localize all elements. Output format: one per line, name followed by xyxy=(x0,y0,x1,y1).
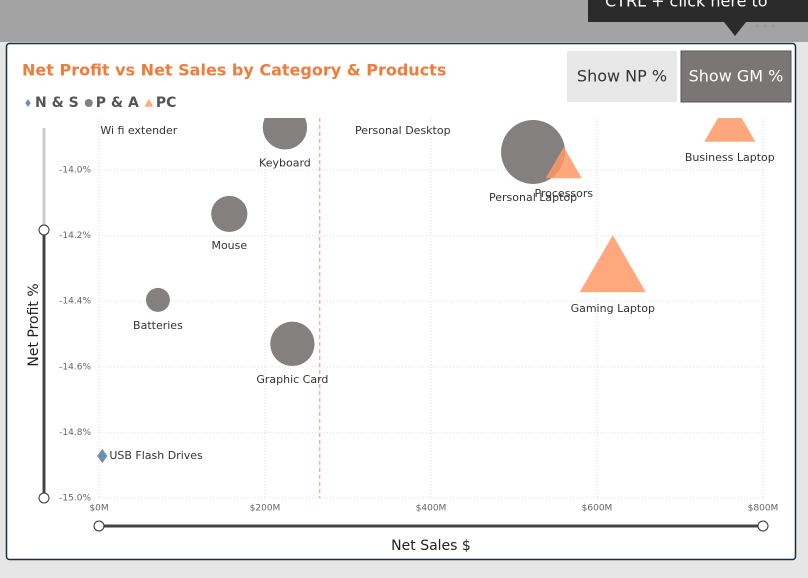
point xyxy=(270,321,315,367)
legend-label: PC xyxy=(156,95,177,111)
point xyxy=(501,119,566,184)
legend-marker xyxy=(25,99,31,107)
chart-title: Net Profit vs Net Sales by Category & Pr… xyxy=(22,61,446,80)
data-label: Keyboard xyxy=(259,157,311,170)
slider-handle[interactable] xyxy=(38,492,50,504)
legend-marker xyxy=(144,99,154,107)
y-axis-title: Net Profit % xyxy=(26,283,42,366)
point xyxy=(262,118,308,150)
data-label: USB Flash Drives xyxy=(109,449,203,462)
data-label: Graphic Card xyxy=(256,373,328,386)
tooltip-text: CTRL + click here to xyxy=(605,0,768,11)
plot-area xyxy=(97,118,756,464)
legend-label: P & A xyxy=(96,95,139,111)
point xyxy=(211,195,248,233)
x-tick-label: $600M xyxy=(582,504,613,514)
visual-card xyxy=(5,42,797,561)
y-tick-label: -15.0% xyxy=(59,494,91,504)
x-tick-label: $200M xyxy=(250,504,281,514)
data-label: Gaming Laptop xyxy=(571,302,655,315)
y-tick-label: -14.2% xyxy=(59,231,91,241)
point xyxy=(704,118,756,142)
data-label: Mouse xyxy=(211,239,247,252)
data-label: Personal Desktop xyxy=(355,124,451,137)
x-tick-label: $800M xyxy=(748,504,779,514)
point xyxy=(579,235,646,293)
y-tick-label: -14.0% xyxy=(59,166,91,176)
button-label[interactable]: Show GM % xyxy=(689,67,784,86)
button[interactable] xyxy=(567,51,677,102)
point xyxy=(97,448,108,464)
tooltip xyxy=(588,0,808,22)
y-tick-label: -14.4% xyxy=(59,297,91,307)
point xyxy=(545,147,582,179)
x-tick-label: $400M xyxy=(416,504,447,514)
slider-handle[interactable] xyxy=(93,520,105,532)
point xyxy=(145,287,170,312)
slider-handle[interactable] xyxy=(757,520,769,532)
y-tick-label: -14.6% xyxy=(59,362,91,372)
slider-handle[interactable] xyxy=(38,224,50,236)
legend-label: N & S xyxy=(35,95,79,111)
data-label: Processors xyxy=(534,187,593,200)
data-label: Batteries xyxy=(133,319,183,332)
data-label: Wi fi extender xyxy=(100,124,177,137)
data-label: Personal Laptop xyxy=(489,191,577,204)
legend-marker xyxy=(84,99,93,107)
data-label: Business Laptop xyxy=(685,151,775,164)
button-label[interactable]: Show NP % xyxy=(577,67,667,86)
more-options[interactable] xyxy=(755,24,775,28)
x-tick-label: $0M xyxy=(89,504,108,514)
y-tick-label: -14.8% xyxy=(59,428,91,438)
button[interactable] xyxy=(680,50,792,103)
tooltip-pointer xyxy=(724,22,746,36)
x-axis-title: Net Sales $ xyxy=(391,538,471,554)
